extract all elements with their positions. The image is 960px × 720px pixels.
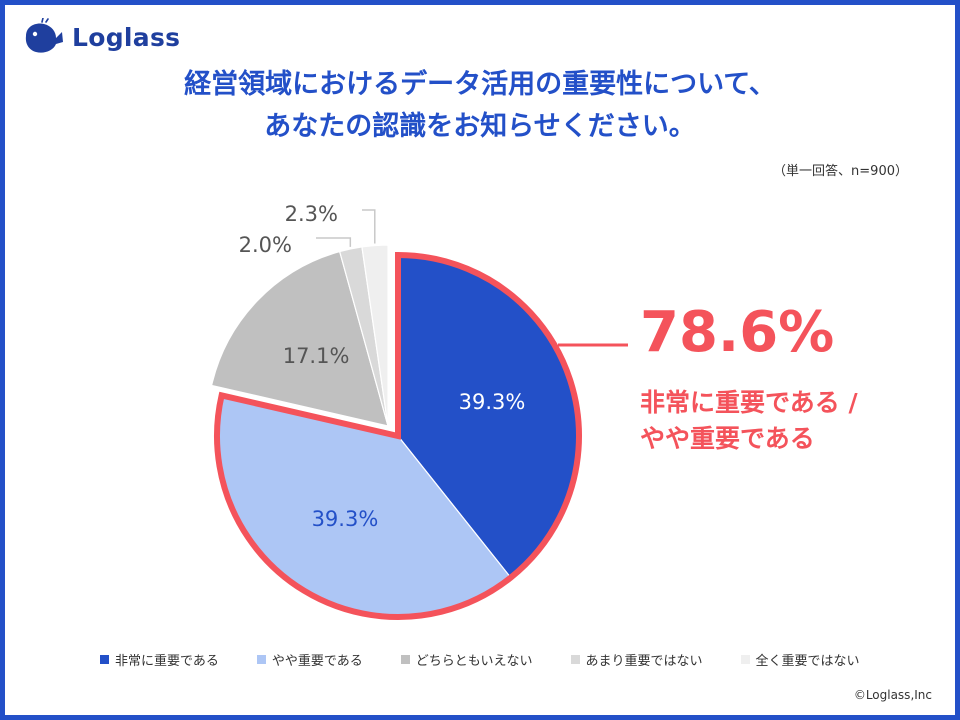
legend-label: 非常に重要である <box>115 654 219 669</box>
chart-title: 経営領域におけるデータ活用の重要性について、 あなたの認識をお知らせください。 <box>0 64 960 148</box>
data-label-4: 2.3% <box>285 202 338 226</box>
data-label-2: 17.1% <box>283 344 350 368</box>
leader-line-3 <box>316 237 352 247</box>
legend-item-neutral: どちらともいえない <box>400 650 533 669</box>
legend-swatch <box>256 655 266 664</box>
legend-label: 全く重要ではない <box>755 654 860 669</box>
legend-item-not-very-important: あまり重要ではない <box>570 650 703 669</box>
legend-label: どちらともいえない <box>415 654 533 669</box>
highlight-value: 78.6% <box>640 300 834 365</box>
legend-swatch <box>570 655 580 664</box>
brand-name: Loglass <box>72 22 181 52</box>
legend: 非常に重要である やや重要である どちらともいえない あまり重要ではない 全く重… <box>100 650 860 669</box>
sample-note: （単一回答、n=900） <box>773 164 908 179</box>
leader-line-4 <box>362 209 376 244</box>
legend-label: やや重要である <box>271 654 363 669</box>
title-line-1: 経営領域におけるデータ活用の重要性について、 <box>184 69 776 100</box>
copyright: ©Loglass,Inc <box>853 688 932 702</box>
highlight-outline <box>214 251 582 620</box>
brand-logo: Loglass <box>22 18 180 56</box>
title-line-2: あなたの認識をお知らせください。 <box>264 111 696 142</box>
legend-swatch <box>100 655 109 664</box>
whale-logo-icon <box>25 18 63 53</box>
pie-slice-4 <box>361 244 389 427</box>
legend-label: あまり重要ではない <box>585 654 703 669</box>
pie-slice-2 <box>210 250 389 427</box>
legend-swatch <box>400 655 410 664</box>
legend-swatch <box>740 655 750 664</box>
legend-item-not-important: 全く重要ではない <box>740 650 860 669</box>
legend-item-very-important: 非常に重要である <box>100 650 219 669</box>
data-label-3: 2.0% <box>239 233 292 257</box>
highlight-caption-2: やや重要である <box>640 424 815 453</box>
data-label-1: 39.3% <box>312 507 379 531</box>
highlight-caption-1: 非常に重要である / <box>640 388 858 417</box>
data-label-0: 39.3% <box>459 390 526 414</box>
legend-item-somewhat-important: やや重要である <box>256 650 363 669</box>
